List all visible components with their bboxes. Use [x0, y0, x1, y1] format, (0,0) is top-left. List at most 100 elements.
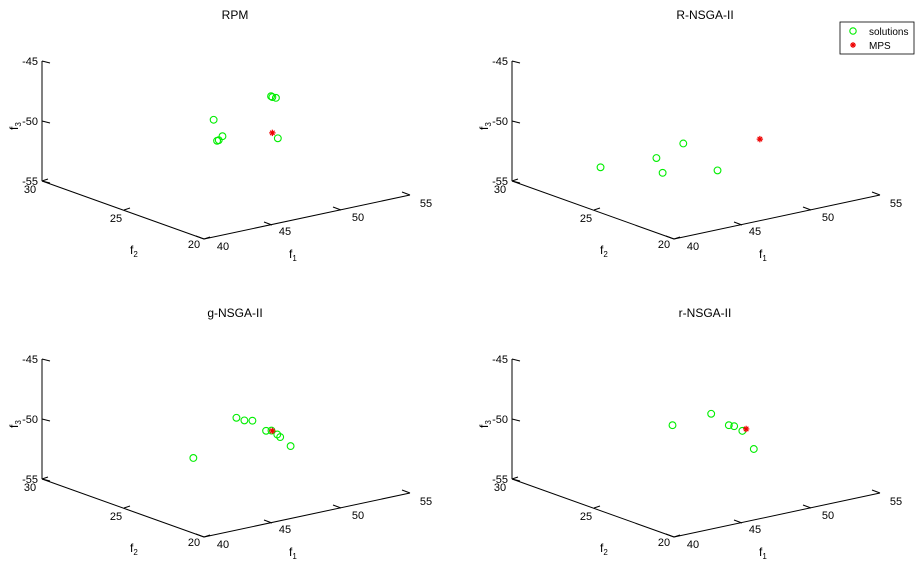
- f2-axis-label: f2: [130, 541, 138, 557]
- f1-tick-mark: [195, 235, 205, 240]
- solution-point: [730, 422, 739, 431]
- f2-tick-label: 20: [188, 537, 200, 549]
- f2-tick-mark: [123, 505, 131, 509]
- f1-axis-line: [203, 194, 411, 240]
- panel-title: RPM: [222, 8, 249, 22]
- f3-tick-label: -50: [22, 414, 38, 426]
- f2-tick-label: 30: [494, 482, 506, 494]
- f2-tick-mark: [41, 476, 49, 480]
- f3-axis-label: f3: [7, 122, 23, 130]
- solution-point: [286, 442, 295, 451]
- mps-point: [269, 427, 276, 435]
- f3-tick-label: -55: [492, 176, 508, 188]
- f1-tick-label: 45: [749, 524, 761, 536]
- f2-tick-mark: [123, 207, 131, 211]
- f2-tick-mark: [203, 534, 211, 538]
- legend-solutions-label: solutions: [869, 27, 908, 38]
- f3-tick-mark: [511, 358, 521, 362]
- f1-tick-mark: [195, 533, 205, 538]
- f2-axis-line: [511, 478, 675, 538]
- f1-axis-label: f1: [759, 545, 767, 561]
- panel-title: g-NSGA-II: [207, 306, 262, 320]
- f3-tick-label: -55: [22, 474, 38, 486]
- f1-tick-label: 50: [822, 212, 834, 224]
- f3-tick-label: -50: [492, 414, 508, 426]
- solution-point: [189, 454, 198, 462]
- solution-point: [213, 136, 222, 145]
- f2-tick-label: 20: [658, 537, 670, 549]
- f1-tick-label: 40: [217, 241, 229, 253]
- f1-tick-label: 50: [352, 510, 364, 522]
- f1-tick-label: 45: [749, 226, 761, 238]
- f2-tick-mark: [203, 236, 211, 240]
- f2-tick-label: 25: [580, 511, 592, 523]
- f3-tick-mark: [41, 478, 51, 482]
- solution-point: [240, 416, 249, 425]
- f3-tick-mark: [511, 478, 521, 482]
- f3-tick-label: -50: [492, 116, 508, 128]
- f1-tick-mark: [263, 221, 273, 226]
- f2-tick-mark: [511, 178, 519, 182]
- f1-tick-label: 50: [822, 510, 834, 522]
- f1-tick-label: 50: [352, 212, 364, 224]
- f2-tick-mark: [593, 207, 601, 211]
- f1-tick-label: 40: [217, 539, 229, 551]
- f1-axis-line: [203, 492, 411, 538]
- f3-tick-label: -45: [492, 354, 508, 366]
- f3-tick-label: -45: [22, 56, 38, 68]
- f1-tick-label: 55: [890, 198, 902, 210]
- f2-axis-label: f2: [130, 243, 138, 259]
- f2-axis-line: [41, 180, 205, 240]
- f1-tick-mark: [332, 504, 342, 509]
- solution-point: [658, 168, 667, 177]
- f1-tick-mark: [802, 504, 812, 509]
- f1-tick-label: 45: [279, 524, 291, 536]
- f1-tick-mark: [871, 191, 881, 196]
- f1-axis-line: [673, 492, 881, 538]
- f3-tick-label: -45: [492, 56, 508, 68]
- f2-tick-label: 20: [188, 239, 200, 251]
- f3-tick-mark: [511, 418, 521, 422]
- f3-tick-mark: [41, 60, 51, 64]
- f1-tick-mark: [401, 191, 411, 196]
- solution-point: [209, 115, 218, 124]
- f2-tick-mark: [41, 178, 49, 182]
- f1-tick-mark: [733, 519, 743, 524]
- f3-axis-label: f3: [477, 420, 493, 428]
- solution-point: [276, 433, 285, 442]
- legend-solutions-marker: [849, 27, 857, 35]
- f1-tick-mark: [665, 533, 675, 538]
- f2-tick-mark: [593, 505, 601, 509]
- f1-axis-label: f1: [289, 247, 297, 263]
- f3-tick-mark: [41, 418, 51, 422]
- legend: solutions MPS: [839, 21, 915, 55]
- mps-point: [756, 135, 764, 143]
- f1-axis-line: [673, 194, 881, 240]
- f2-tick-label: 25: [110, 213, 122, 225]
- f1-tick-mark: [871, 489, 881, 494]
- f1-axis-label: f1: [759, 247, 767, 263]
- f2-tick-label: 30: [494, 184, 506, 196]
- f1-tick-mark: [332, 206, 342, 211]
- f3-axis-label: f3: [7, 420, 23, 428]
- solution-point: [273, 134, 282, 143]
- f3-tick-mark: [41, 180, 51, 184]
- f3-tick-mark: [511, 120, 521, 124]
- f2-tick-mark: [511, 476, 519, 480]
- f1-tick-mark: [802, 206, 812, 211]
- f1-tick-label: 55: [420, 198, 432, 210]
- f1-tick-label: 40: [687, 539, 699, 551]
- f2-tick-label: 20: [658, 239, 670, 251]
- mps-point: [269, 129, 276, 137]
- f1-tick-label: 45: [279, 226, 291, 238]
- solution-point: [713, 166, 722, 175]
- f3-tick-label: -55: [492, 474, 508, 486]
- f2-axis-line: [511, 180, 675, 240]
- f1-tick-label: 40: [687, 241, 699, 253]
- solution-point: [679, 139, 688, 148]
- solution-point: [596, 163, 605, 172]
- solution-point: [652, 154, 661, 162]
